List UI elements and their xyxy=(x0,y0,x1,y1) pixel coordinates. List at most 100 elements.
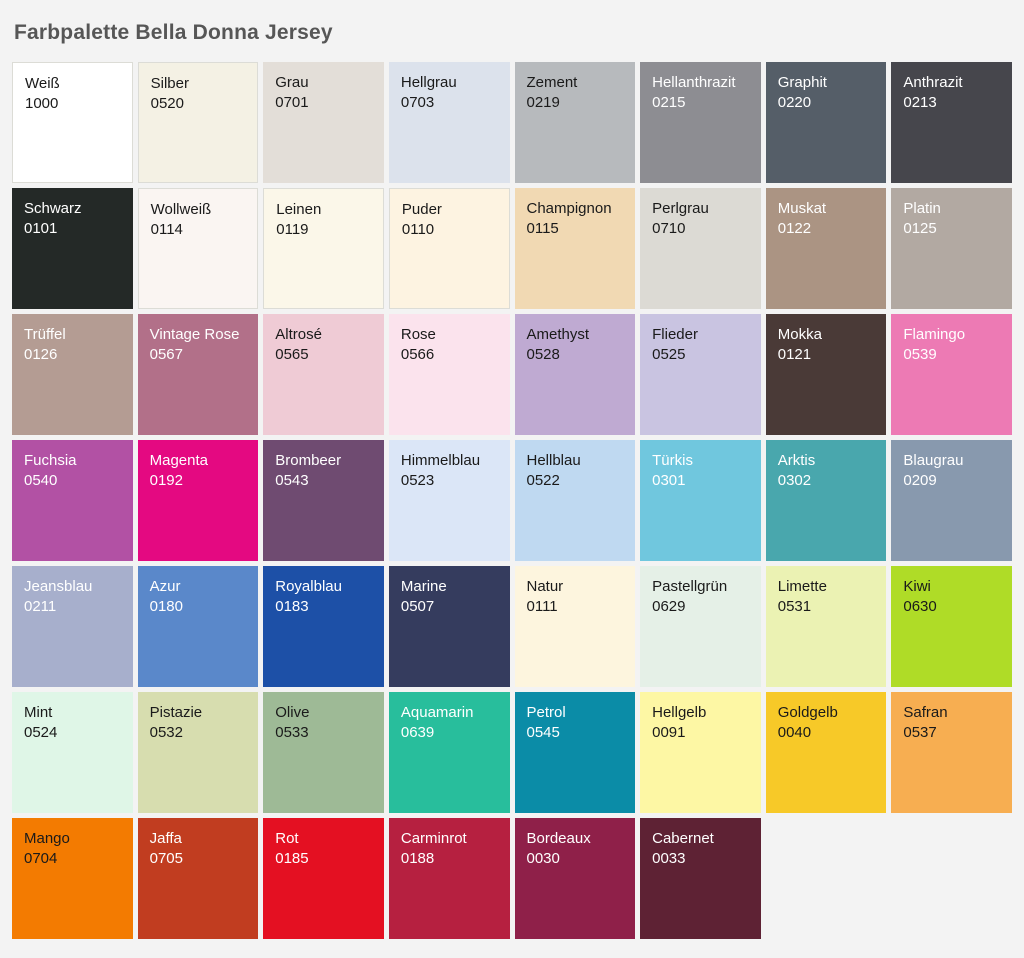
color-name: Trüffel xyxy=(24,326,66,343)
color-name: Olive xyxy=(275,704,310,721)
color-code: 0537 xyxy=(903,724,937,741)
color-code: 0533 xyxy=(275,724,309,741)
color-name: Leinen xyxy=(276,201,322,218)
color-name: Petrol xyxy=(526,704,566,721)
color-name: Arktis xyxy=(777,452,816,469)
color-name: Jaffa xyxy=(149,830,182,847)
color-code: 0630 xyxy=(903,598,937,615)
color-swatch: Rose 0566 xyxy=(388,314,510,435)
color-name: Natur xyxy=(526,578,564,595)
color-swatch: Azur 0180 xyxy=(137,566,259,687)
color-code: 0543 xyxy=(275,472,309,489)
color-name: Goldgelb xyxy=(777,704,838,721)
color-code: 0183 xyxy=(275,598,309,615)
color-swatch: Petrol 0545 xyxy=(514,692,636,813)
color-code: 0115 xyxy=(526,220,559,237)
color-code: 0114 xyxy=(150,221,183,238)
color-name: Azur xyxy=(149,578,181,595)
color-swatch: Royalblau 0183 xyxy=(263,566,384,687)
color-code: 0531 xyxy=(777,598,812,615)
color-name: Cabernet xyxy=(652,830,714,847)
color-code: 0523 xyxy=(400,472,435,489)
color-name: Rot xyxy=(275,830,299,847)
color-name: Aquamarin xyxy=(400,704,474,721)
color-swatch: Türkis 0301 xyxy=(640,440,761,561)
color-code: 0185 xyxy=(275,850,309,867)
color-code: 0119 xyxy=(276,221,309,238)
color-swatch: Marine 0507 xyxy=(388,566,510,687)
color-name: Marine xyxy=(400,578,447,595)
color-code: 0566 xyxy=(400,346,435,363)
color-swatch: Natur 0111 xyxy=(514,566,636,687)
color-code: 0565 xyxy=(275,346,309,363)
color-code: 0302 xyxy=(777,472,812,489)
color-swatch: Hellgrau 0703 xyxy=(388,62,510,183)
color-code: 0522 xyxy=(526,472,560,489)
color-swatch: Champignon 0115 xyxy=(514,188,636,309)
color-code: 0704 xyxy=(24,850,58,867)
color-code: 0213 xyxy=(903,94,937,111)
color-code: 0703 xyxy=(400,94,435,111)
color-name: Royalblau xyxy=(275,578,342,595)
page-title: Farbpalette Bella Donna Jersey xyxy=(14,21,333,44)
color-swatch: Mint 0524 xyxy=(12,692,133,813)
color-name: Mokka xyxy=(777,326,822,343)
color-name: Amethyst xyxy=(526,326,590,343)
color-name: Altrosé xyxy=(275,326,322,343)
color-swatch: Pastellgrün 0629 xyxy=(640,566,761,687)
color-code: 0180 xyxy=(149,598,183,615)
color-code: 0220 xyxy=(777,94,812,111)
color-swatch: Aquamarin 0639 xyxy=(388,692,510,813)
color-name: Pistazie xyxy=(149,704,203,721)
color-code: 0701 xyxy=(275,94,309,111)
color-swatch: Mango 0704 xyxy=(12,818,133,939)
color-swatch: Blaugrau 0209 xyxy=(891,440,1012,561)
color-code: 1000 xyxy=(25,95,59,112)
color-code: 0545 xyxy=(526,724,560,741)
color-code: 0101 xyxy=(24,220,58,237)
color-swatch: Goldgelb 0040 xyxy=(765,692,887,813)
color-code: 0540 xyxy=(24,472,58,489)
color-name: Hellgelb xyxy=(652,704,707,721)
color-name: Vintage Rose xyxy=(149,326,240,343)
color-swatch: Flieder 0525 xyxy=(640,314,761,435)
color-name: Blaugrau xyxy=(903,452,964,469)
color-name: Weiß xyxy=(25,75,60,92)
color-name: Fuchsia xyxy=(24,452,77,469)
color-code: 0126 xyxy=(24,346,58,363)
color-name: Safran xyxy=(903,704,948,721)
color-name: Flieder xyxy=(652,326,698,343)
color-name: Carminrot xyxy=(400,830,467,847)
color-swatch: Fuchsia 0540 xyxy=(12,440,133,561)
color-name: Hellanthrazit xyxy=(652,74,736,91)
color-swatch: Puder 0110 xyxy=(388,188,510,309)
color-name: Zement xyxy=(526,74,578,91)
color-code: 0567 xyxy=(149,346,183,363)
color-name: Mint xyxy=(24,704,53,721)
color-name: Limette xyxy=(777,578,827,595)
color-name: Pastellgrün xyxy=(652,578,728,595)
color-name: Grau xyxy=(275,74,309,91)
color-code: 0125 xyxy=(903,220,937,237)
color-swatch: Hellanthrazit 0215 xyxy=(640,62,761,183)
color-name: Magenta xyxy=(149,452,208,469)
color-name: Schwarz xyxy=(24,200,82,217)
color-code: 0539 xyxy=(903,346,937,363)
color-code: 0710 xyxy=(652,220,686,237)
color-code: 0639 xyxy=(400,724,435,741)
color-name: Platin xyxy=(903,200,941,217)
color-code: 0301 xyxy=(652,472,686,489)
color-swatch: Platin 0125 xyxy=(891,188,1012,309)
color-swatch: Kiwi 0630 xyxy=(891,566,1012,687)
color-code: 0033 xyxy=(652,850,686,867)
color-swatch: Grau 0701 xyxy=(263,62,384,183)
color-swatch: Olive 0533 xyxy=(263,692,384,813)
color-name: Mango xyxy=(24,830,70,847)
color-code: 0111 xyxy=(526,598,558,615)
color-swatch: Hellgelb 0091 xyxy=(640,692,761,813)
color-swatch: Brombeer 0543 xyxy=(263,440,384,561)
color-swatch: Schwarz 0101 xyxy=(12,188,133,309)
color-swatch: Mokka 0121 xyxy=(765,314,887,435)
color-swatch: Arktis 0302 xyxy=(765,440,887,561)
color-swatch: Himmelblau 0523 xyxy=(388,440,510,561)
